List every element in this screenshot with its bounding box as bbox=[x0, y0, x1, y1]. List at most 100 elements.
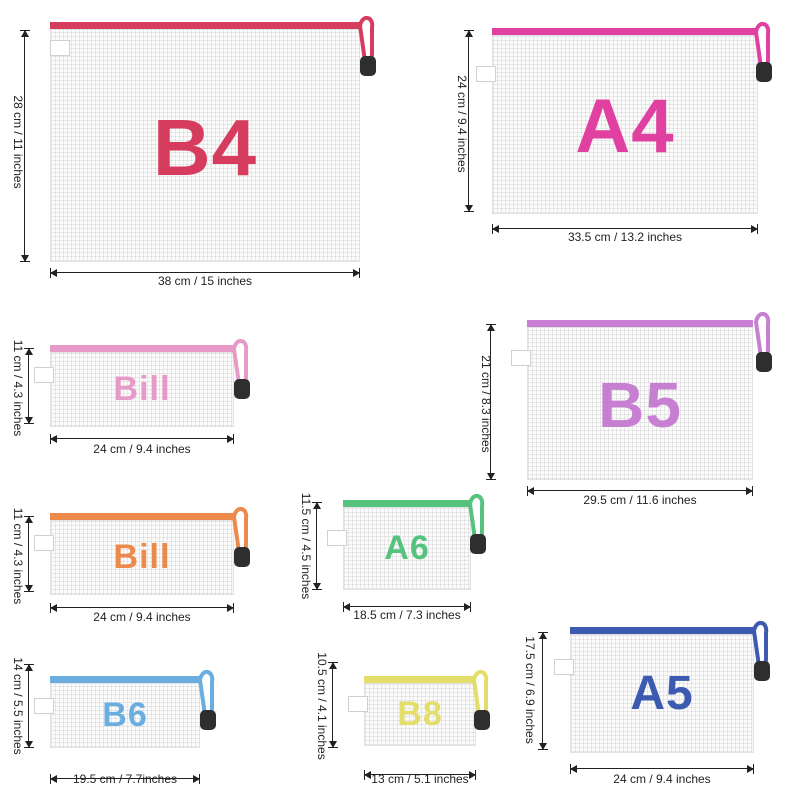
height-label: 11.5 cm / 4.5 inches bbox=[299, 492, 313, 600]
pouch-3: B5 bbox=[511, 320, 753, 480]
width-dimension-line bbox=[492, 224, 758, 234]
pouch-5: A6 bbox=[327, 500, 471, 590]
side-tab bbox=[327, 530, 347, 546]
arrow-icon bbox=[469, 771, 476, 779]
dimension-line bbox=[468, 30, 469, 212]
dimension-line bbox=[542, 632, 543, 750]
arrow-icon bbox=[364, 771, 371, 779]
pouch-size-code: Bill bbox=[113, 537, 171, 576]
pouch-1: A4 bbox=[476, 28, 758, 214]
zipper-pull-icon bbox=[231, 339, 250, 399]
arrow-icon bbox=[465, 30, 473, 37]
height-label: 24 cm / 9.4 inches bbox=[455, 75, 469, 173]
arrow-icon bbox=[464, 603, 471, 611]
arrow-icon bbox=[492, 225, 499, 233]
arrow-icon bbox=[313, 502, 321, 509]
pouch-2: Bill bbox=[34, 345, 234, 427]
width-dimension-line bbox=[50, 268, 360, 278]
arrow-icon bbox=[313, 583, 321, 590]
pouch-0: B4 bbox=[50, 22, 360, 262]
pouch-size-code: B4 bbox=[152, 103, 258, 193]
arrow-icon bbox=[50, 775, 57, 783]
width-dimension-line bbox=[343, 602, 471, 612]
dimension-line bbox=[24, 30, 25, 262]
width-dimension-line bbox=[527, 486, 753, 496]
arrow-icon bbox=[487, 473, 495, 480]
arrow-icon bbox=[25, 516, 33, 523]
height-label: 28 cm / 11 inches bbox=[11, 95, 25, 189]
arrow-icon bbox=[227, 604, 234, 612]
arrow-icon bbox=[25, 417, 33, 424]
side-tab bbox=[511, 350, 531, 366]
zipper-pull-icon bbox=[357, 16, 376, 76]
dimension-line bbox=[527, 490, 753, 491]
arrow-icon bbox=[747, 765, 754, 773]
height-dimension-line bbox=[538, 632, 548, 750]
height-dimension-line bbox=[464, 30, 474, 212]
width-label: 33.5 cm / 13.2 inches bbox=[567, 230, 683, 244]
width-dimension-line bbox=[50, 774, 200, 784]
height-label: 11 cm / 4.3 inches bbox=[11, 507, 25, 605]
mesh-body bbox=[364, 683, 476, 746]
arrow-icon bbox=[21, 255, 29, 262]
mesh-body bbox=[343, 507, 471, 590]
width-label: 24 cm / 9.4 inches bbox=[613, 772, 711, 786]
pouch-size-code: B6 bbox=[102, 695, 148, 734]
arrow-icon bbox=[25, 741, 33, 748]
side-tab bbox=[50, 40, 70, 56]
width-dimension-line bbox=[570, 764, 754, 774]
width-label: 24 cm / 9.4 inches bbox=[93, 610, 191, 624]
arrow-icon bbox=[353, 269, 360, 277]
arrow-icon bbox=[21, 30, 29, 37]
width-dimension-line bbox=[50, 603, 234, 613]
dimension-line bbox=[364, 774, 476, 775]
arrow-icon bbox=[193, 775, 200, 783]
pouch-size-code: B5 bbox=[598, 369, 682, 442]
width-label: 24 cm / 9.4 inches bbox=[93, 442, 191, 456]
side-tab bbox=[34, 367, 54, 383]
width-label: 19.5 cm / 7.7inches bbox=[72, 772, 178, 786]
arrow-icon bbox=[343, 603, 350, 611]
height-dimension-line bbox=[312, 502, 322, 590]
height-dimension-line bbox=[20, 30, 30, 262]
arrow-icon bbox=[50, 604, 57, 612]
pouch-size-code: Bill bbox=[113, 369, 171, 408]
height-dimension-line bbox=[486, 324, 496, 480]
pouch-size-code: A6 bbox=[384, 528, 430, 567]
side-tab bbox=[554, 659, 574, 675]
pouch-size-code: B8 bbox=[397, 694, 443, 733]
dimension-line bbox=[28, 664, 29, 748]
zipper-pull-icon bbox=[467, 494, 486, 554]
dimension-line bbox=[28, 516, 29, 592]
arrow-icon bbox=[329, 662, 337, 669]
arrow-icon bbox=[25, 664, 33, 671]
dimension-line bbox=[570, 768, 754, 769]
arrow-icon bbox=[751, 225, 758, 233]
side-tab bbox=[34, 698, 54, 714]
zipper-pull-icon bbox=[197, 670, 216, 730]
side-tab bbox=[476, 66, 496, 82]
height-label: 11 cm / 4.3 inches bbox=[11, 339, 25, 437]
pouch-size-code: A5 bbox=[630, 666, 694, 720]
height-dimension-line bbox=[328, 662, 338, 748]
width-label: 18.5 cm / 7.3 inches bbox=[353, 608, 461, 622]
arrow-icon bbox=[539, 632, 547, 639]
zipper-pull-icon bbox=[751, 621, 770, 681]
arrow-icon bbox=[746, 487, 753, 495]
dimension-line bbox=[332, 662, 333, 748]
arrow-icon bbox=[487, 324, 495, 331]
zipper-pull-icon bbox=[753, 312, 772, 372]
dimension-line bbox=[50, 607, 234, 608]
height-label: 21 cm / 8.3 inches bbox=[479, 355, 493, 453]
dimension-line bbox=[316, 502, 317, 590]
mesh-body bbox=[527, 327, 753, 480]
height-label: 10.5 cm / 4.1 inches bbox=[315, 652, 329, 760]
pouch-size-code: A4 bbox=[575, 84, 675, 170]
mesh-body bbox=[50, 683, 200, 748]
mesh-body bbox=[492, 35, 758, 214]
pouch-4: Bill bbox=[34, 513, 234, 595]
zipper-pull-icon bbox=[753, 22, 772, 82]
height-label: 17.5 cm / 6.9 inches bbox=[523, 636, 537, 744]
zipper-pull-icon bbox=[231, 507, 250, 567]
mesh-body bbox=[50, 520, 234, 595]
